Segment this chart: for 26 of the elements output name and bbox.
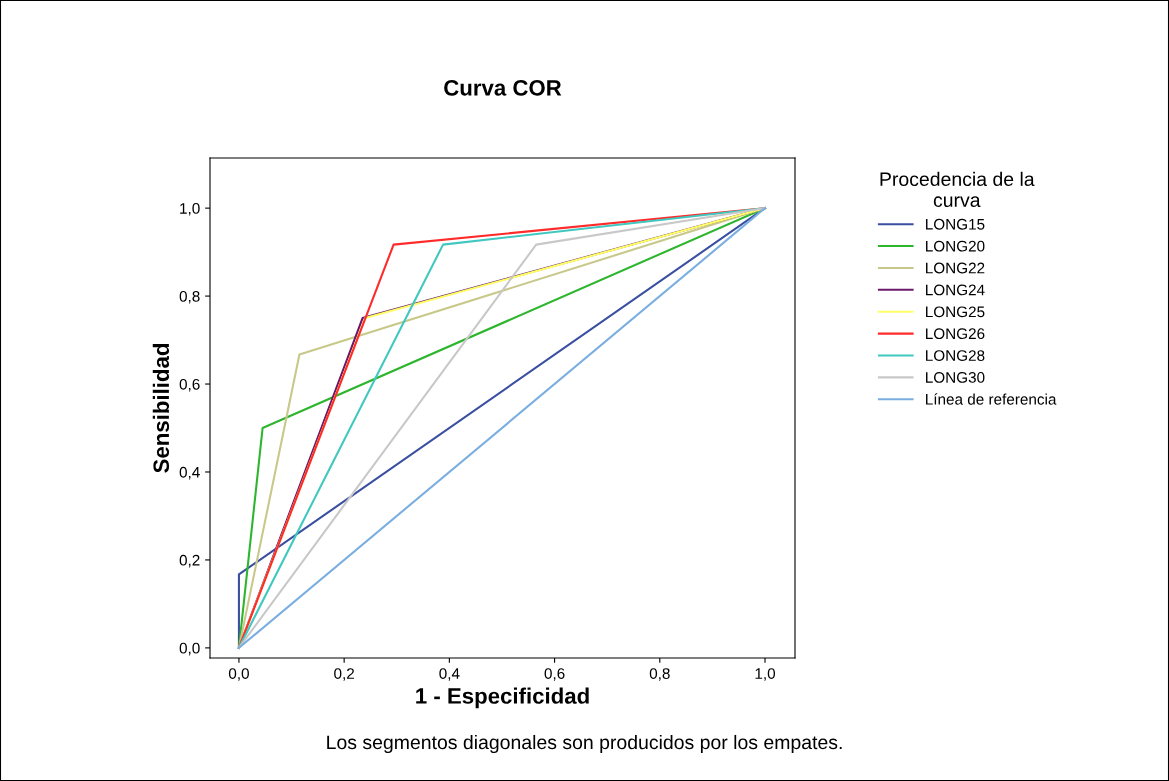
x-tick-label: 0,4: [439, 668, 460, 681]
y-tick-label: 0,8: [179, 290, 200, 304]
text: Los segmentos diagonales son producidos por los empates.: [327, 734, 842, 754]
x-tick-label: 0,2: [334, 668, 354, 681]
y-tick-label: 1,0: [180, 203, 200, 216]
y-tick-label: 0,6: [179, 378, 200, 392]
y-tick-label: 0,2: [179, 554, 200, 568]
x-tick-label: 1,0: [755, 668, 776, 681]
legend-label: LONG22: [926, 262, 985, 274]
legend-label: LONG25: [926, 306, 985, 318]
legend-label: LONG30: [926, 372, 985, 383]
legend-label: LONG26: [926, 328, 985, 340]
x-tick-label: 0,8: [649, 668, 670, 681]
y-axis-title: Sensibilidad: [152, 344, 170, 473]
x-axis-title: 1 - Especificidad: [416, 687, 589, 709]
y-tick-label: 0,4: [179, 466, 200, 480]
legend-label: Línea de referencia: [926, 393, 1057, 405]
y-tick-label: 0,0: [179, 642, 200, 656]
legend-label: LONG28: [926, 350, 985, 361]
legend-label: LONG20: [926, 240, 985, 252]
x-tick-label: 0,0: [228, 668, 249, 681]
legend-label: LONG15: [926, 218, 985, 230]
chart-title: Curva COR: [444, 79, 562, 96]
legend-label: LONG24: [926, 284, 985, 296]
legend-title: Procedencia de la curva: [880, 171, 1035, 207]
x-tick-label: 0,6: [544, 668, 565, 681]
